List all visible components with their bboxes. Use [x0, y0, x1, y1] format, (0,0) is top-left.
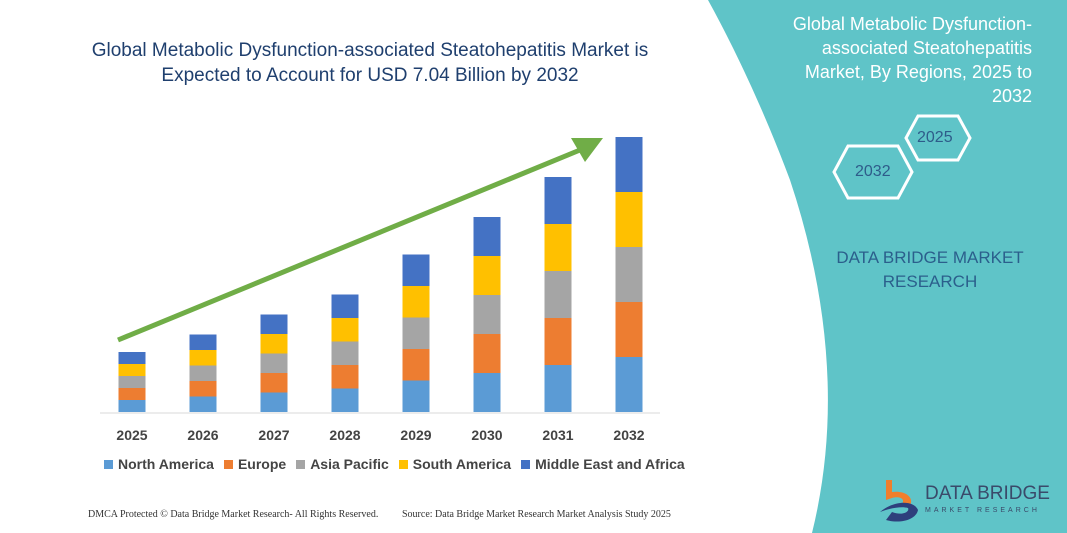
- bar-2026-middle-east-and-africa: [189, 334, 217, 350]
- legend-swatch: [223, 460, 233, 469]
- legend-item: Europe: [223, 456, 287, 472]
- logo-subtext: MARKET RESEARCH: [925, 507, 1040, 514]
- side-panel: [708, 0, 1067, 533]
- bar-2028-north-america: [331, 388, 359, 412]
- legend-label: Middle East and Africa: [535, 456, 685, 472]
- x-tick-label: 2031: [542, 427, 573, 443]
- bar-2025-asia-pacific: [118, 376, 146, 388]
- bar-2032-north-america: [615, 357, 643, 412]
- legend-swatch: [398, 460, 408, 469]
- bar-2028-asia-pacific: [331, 341, 359, 365]
- bar-2031-middle-east-and-africa: [544, 177, 572, 224]
- bar-2027-north-america: [260, 392, 288, 412]
- x-tick-label: 2032: [613, 427, 644, 443]
- bar-2027-asia-pacific: [260, 353, 288, 373]
- x-tick-label: 2026: [187, 427, 218, 443]
- legend-label: Asia Pacific: [310, 456, 389, 472]
- bar-2030-south-america: [473, 256, 501, 295]
- bar-2026-north-america: [189, 396, 217, 412]
- bar-2026-asia-pacific: [189, 365, 217, 381]
- bar-2031-europe: [544, 318, 572, 365]
- chart-title: Global Metabolic Dysfunction-associated …: [91, 40, 649, 86]
- hex-2032: [832, 144, 914, 200]
- bar-2031-north-america: [544, 365, 572, 412]
- hex-2025: [904, 114, 972, 162]
- legend: North America Europe Asia Pacific South Ame…: [104, 456, 685, 472]
- bar-2032-asia-pacific: [615, 247, 643, 302]
- bar-2029-south-america: [402, 286, 430, 318]
- logo-icon: [880, 480, 918, 522]
- footer-source: Source: Data Bridge Market Research Mark…: [402, 509, 671, 520]
- bar-2028-middle-east-and-africa: [331, 294, 359, 318]
- bar-2027-middle-east-and-africa: [260, 314, 288, 334]
- logo-text: DATA BRIDGE: [925, 483, 1050, 504]
- brand-text: DATA BRIDGE MARKET RESEARCH: [836, 248, 1024, 291]
- footer-copyright: DMCA Protected © Data Bridge Market Rese…: [88, 509, 379, 520]
- bar-2028-south-america: [331, 318, 359, 342]
- x-tick-label: 2025: [116, 427, 147, 443]
- bar-2029-middle-east-and-africa: [402, 254, 430, 286]
- bar-2031-south-america: [544, 224, 572, 271]
- legend-swatch: [521, 460, 531, 469]
- bar-2025-south-america: [118, 364, 146, 376]
- bar-2030-asia-pacific: [473, 295, 501, 334]
- x-tick-label: 2028: [329, 427, 360, 443]
- x-tick-label: 2029: [400, 427, 431, 443]
- bar-2026-south-america: [189, 350, 217, 366]
- bar-2029-europe: [402, 349, 430, 381]
- bar-2031-asia-pacific: [544, 271, 572, 318]
- bar-2032-south-america: [615, 192, 643, 247]
- bar-2025-middle-east-and-africa: [118, 352, 146, 364]
- hex-label-2032: 2032: [855, 163, 891, 180]
- bar-2027-south-america: [260, 334, 288, 354]
- bar-2030-europe: [473, 334, 501, 373]
- hex-label-2025: 2025: [917, 129, 953, 146]
- bar-2027-europe: [260, 373, 288, 393]
- bar-2026-europe: [189, 381, 217, 397]
- legend-label: North America: [118, 456, 214, 472]
- legend-swatch: [104, 460, 113, 469]
- bar-2025-north-america: [118, 400, 146, 412]
- bar-2025-europe: [118, 388, 146, 400]
- bar-2028-europe: [331, 365, 359, 389]
- trend-arrow: [117, 138, 603, 343]
- bar-2029-asia-pacific: [402, 317, 430, 349]
- legend-item: Middle East and Africa: [521, 456, 685, 472]
- bar-2032-middle-east-and-africa: [615, 137, 643, 192]
- legend-item: Asia Pacific: [296, 456, 389, 472]
- bar-2032-europe: [615, 302, 643, 357]
- side-panel-title: Global Metabolic Dysfunction-associated …: [792, 14, 1032, 106]
- x-tick-label: 2027: [258, 427, 289, 443]
- bar-2030-north-america: [473, 373, 501, 412]
- x-tick-label: 2030: [471, 427, 502, 443]
- bar-2029-north-america: [402, 380, 430, 412]
- bar-2030-middle-east-and-africa: [473, 217, 501, 256]
- legend-label: South America: [412, 456, 512, 472]
- legend-label: Europe: [237, 456, 287, 472]
- legend-swatch: [296, 460, 306, 469]
- legend-item: South America: [398, 456, 512, 472]
- legend-item: North America: [104, 456, 214, 472]
